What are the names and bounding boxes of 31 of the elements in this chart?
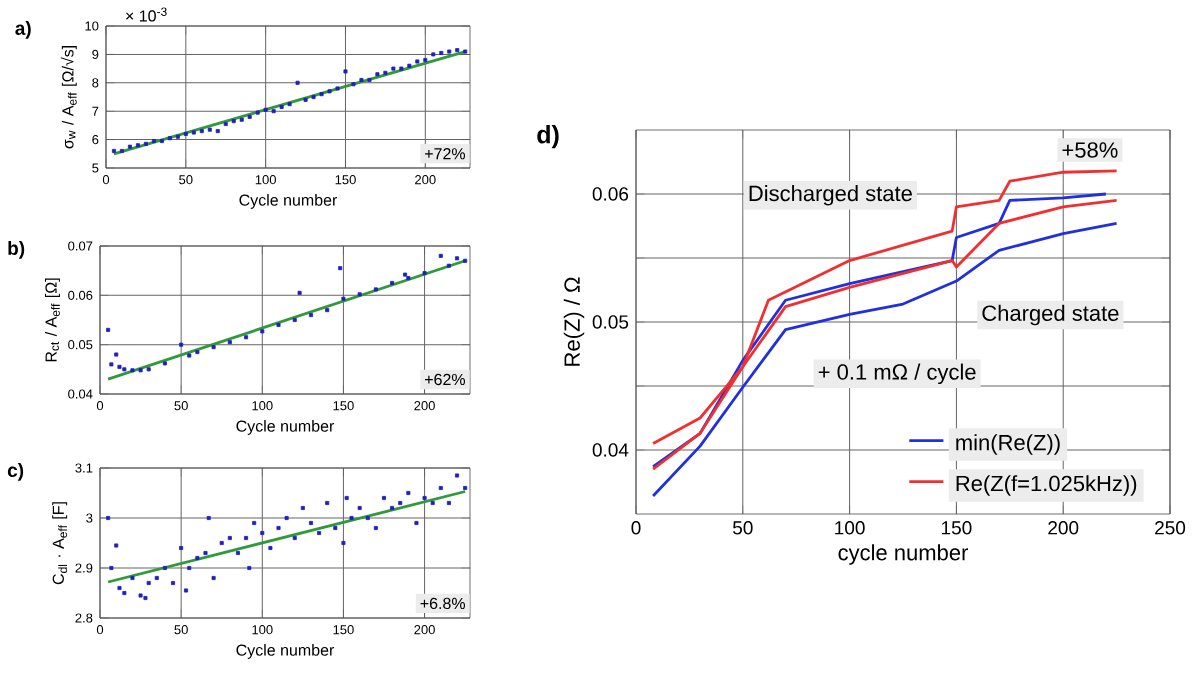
text: × 10$^{-3}$: [126, 7, 167, 22]
annotation: +62%: [425, 373, 466, 386]
annotation: Charged state: [982, 304, 1119, 326]
annotation: +72%: [425, 148, 466, 160]
y-tick-label: 0.06: [592, 187, 629, 201]
annotation: + 0.1 mΩ / cycle: [818, 363, 976, 385]
chart-title: d): [537, 125, 559, 149]
annotation: +6.8%: [420, 597, 466, 610]
legend-label: min(Re(Z)): [956, 434, 1060, 455]
chart-title: a): [15, 21, 31, 39]
x-tick-label: 100: [835, 521, 865, 535]
x-tick-label: 0: [631, 521, 641, 535]
x-tick-label: 250: [1155, 521, 1186, 535]
y-axis-title: Re(Z) / Ω: [563, 277, 585, 366]
chart-title: c): [7, 463, 24, 481]
y-axis-title: σ$_{w}$ / A$_{eff}$ [Ω/√s]: [60, 46, 77, 149]
x-axis-title: Cycle number: [239, 193, 338, 209]
annotation: +58%: [1062, 142, 1118, 158]
y-tick-label: 0.04: [592, 443, 629, 457]
x-axis-title: cycle number: [838, 544, 969, 565]
y-tick-label: 0.05: [592, 315, 629, 329]
x-axis-title: Cycle number: [236, 419, 335, 435]
x-tick-label: 150: [942, 521, 972, 535]
y-axis-title: R$_{ct}$ / A$_{eff}$ [Ω]: [44, 278, 60, 362]
legend-label: Re(Z(f=1.025kHz)): [956, 475, 1137, 496]
x-tick-label: 50: [732, 521, 753, 535]
x-axis-title: Cycle number: [236, 643, 335, 659]
x-tick-label: 200: [1048, 521, 1079, 535]
y-axis-title: C$_{dl}$ · A$_{eff}$ [F]: [52, 502, 68, 585]
chart-title: b): [8, 241, 25, 259]
annotation: Discharged state: [749, 185, 912, 206]
